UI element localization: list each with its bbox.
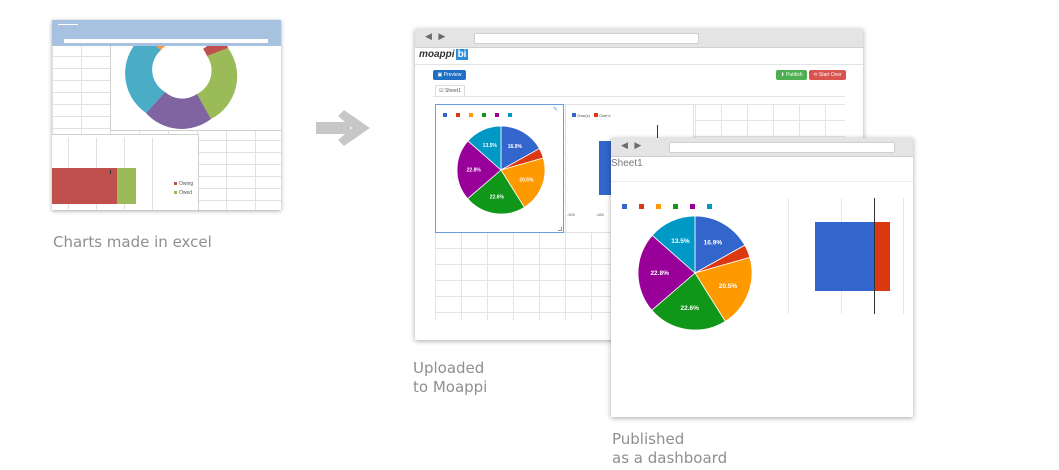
legend-green xyxy=(482,113,486,117)
pie-slice xyxy=(467,125,502,171)
publish-button[interactable]: ⬆ Publish xyxy=(776,70,807,80)
editor-pie-chart: 16.9% 20.5% 22.6% 22.8% 13.5% xyxy=(456,125,546,215)
legend-teal xyxy=(707,204,712,209)
pie-slice-label: 16.9% xyxy=(704,240,723,247)
donut-slice-orange xyxy=(155,46,166,50)
pie-slice xyxy=(456,140,502,200)
editor-axis-tick: -460 xyxy=(596,212,605,217)
back-forward-icon[interactable]: ◀ ▶ xyxy=(621,140,644,150)
donut-slice-purple xyxy=(146,92,211,129)
caption-published: Published as a dashboard xyxy=(612,430,728,467)
donut-slice-red xyxy=(203,46,228,56)
editor-axis-tick: -500 xyxy=(567,212,576,217)
dashboard-sheet-title: Sheet1 xyxy=(611,158,643,169)
dashboard-bar-owed xyxy=(874,222,890,291)
caption-uploaded: Uploaded to Moappi xyxy=(413,359,488,396)
legend-orange xyxy=(656,204,661,209)
editor-url-bar[interactable] xyxy=(474,33,699,44)
pie-slice-label: 13.5% xyxy=(671,238,690,245)
legend-purple xyxy=(495,113,499,117)
legend-red xyxy=(456,113,460,117)
dashboard-pie-chart: 16.9% 20.5% 22.6% 22.8% 13.5% xyxy=(637,215,753,331)
dashboard-window: ◀ ▶ Sheet1 16.9% 20.5% 22.6% 22.8% 13.5% xyxy=(611,138,913,417)
legend-red xyxy=(639,204,644,209)
legend-orange xyxy=(469,113,473,117)
pie-slice xyxy=(500,157,546,208)
pie-slice xyxy=(651,272,726,331)
pie-slice xyxy=(467,169,525,215)
legend-blue xyxy=(443,113,447,117)
pie-slice-label: 20.5% xyxy=(519,177,534,183)
donut-slice-green xyxy=(197,48,238,119)
dashboard-titlebar: ◀ ▶ xyxy=(611,138,913,157)
legend-blue xyxy=(622,204,627,209)
excel-formula-bar xyxy=(64,39,268,43)
excel-bar-owed xyxy=(117,168,136,204)
pie-slice-label: 22.8% xyxy=(650,270,669,277)
pie-slice-label: 16.9% xyxy=(508,144,523,150)
donut-slice-teal xyxy=(125,46,165,113)
legend-purple xyxy=(690,204,695,209)
pie-slice-label: 22.6% xyxy=(490,195,505,201)
editor-bar-blue xyxy=(599,141,611,195)
tab-sheet1[interactable]: ☑ Sheet1 xyxy=(435,85,465,97)
pie-slice xyxy=(694,256,753,322)
resize-handle-icon[interactable] xyxy=(558,227,562,231)
dashboard-url-bar[interactable] xyxy=(669,142,895,153)
start-over-button[interactable]: ⟲ Start Over xyxy=(809,70,846,80)
dashboard-bar-owes xyxy=(815,222,874,291)
pie-slice xyxy=(500,125,540,171)
legend-teal xyxy=(508,113,512,117)
legend-item-owing: Owing xyxy=(174,180,193,189)
pie-slice-label: 20.5% xyxy=(719,283,738,290)
excel-donut-chart xyxy=(125,46,238,129)
pie-slice-label: 22.6% xyxy=(680,305,699,312)
right-arrow-icon xyxy=(316,110,370,146)
excel-bar-owing xyxy=(52,168,117,204)
legend-item-owed: Owed xyxy=(174,189,193,198)
caption-excel: Charts made in excel xyxy=(53,233,212,251)
preview-button[interactable]: ▣ Preview xyxy=(433,70,466,80)
pie-slice-label: 22.8% xyxy=(467,167,482,173)
excel-legend: Owing Owed xyxy=(174,180,193,198)
pie-slice xyxy=(637,234,696,311)
pie-slice-label: 13.5% xyxy=(483,143,498,149)
back-forward-icon[interactable]: ◀ ▶ xyxy=(425,31,448,41)
legend-green xyxy=(673,204,678,209)
dashboard-bar-zero-line xyxy=(874,198,875,314)
pie-slice xyxy=(651,215,696,274)
moappi-logo: moappi bi xyxy=(419,49,469,60)
excel-screenshot: Owing Owed xyxy=(52,20,281,210)
editor-bar-legend: Owe(s) Owe'd xyxy=(572,113,610,118)
edit-icon[interactable]: ✎ xyxy=(553,107,559,113)
editor-titlebar: ◀ ▶ xyxy=(415,29,863,48)
pie-slice xyxy=(694,215,746,274)
